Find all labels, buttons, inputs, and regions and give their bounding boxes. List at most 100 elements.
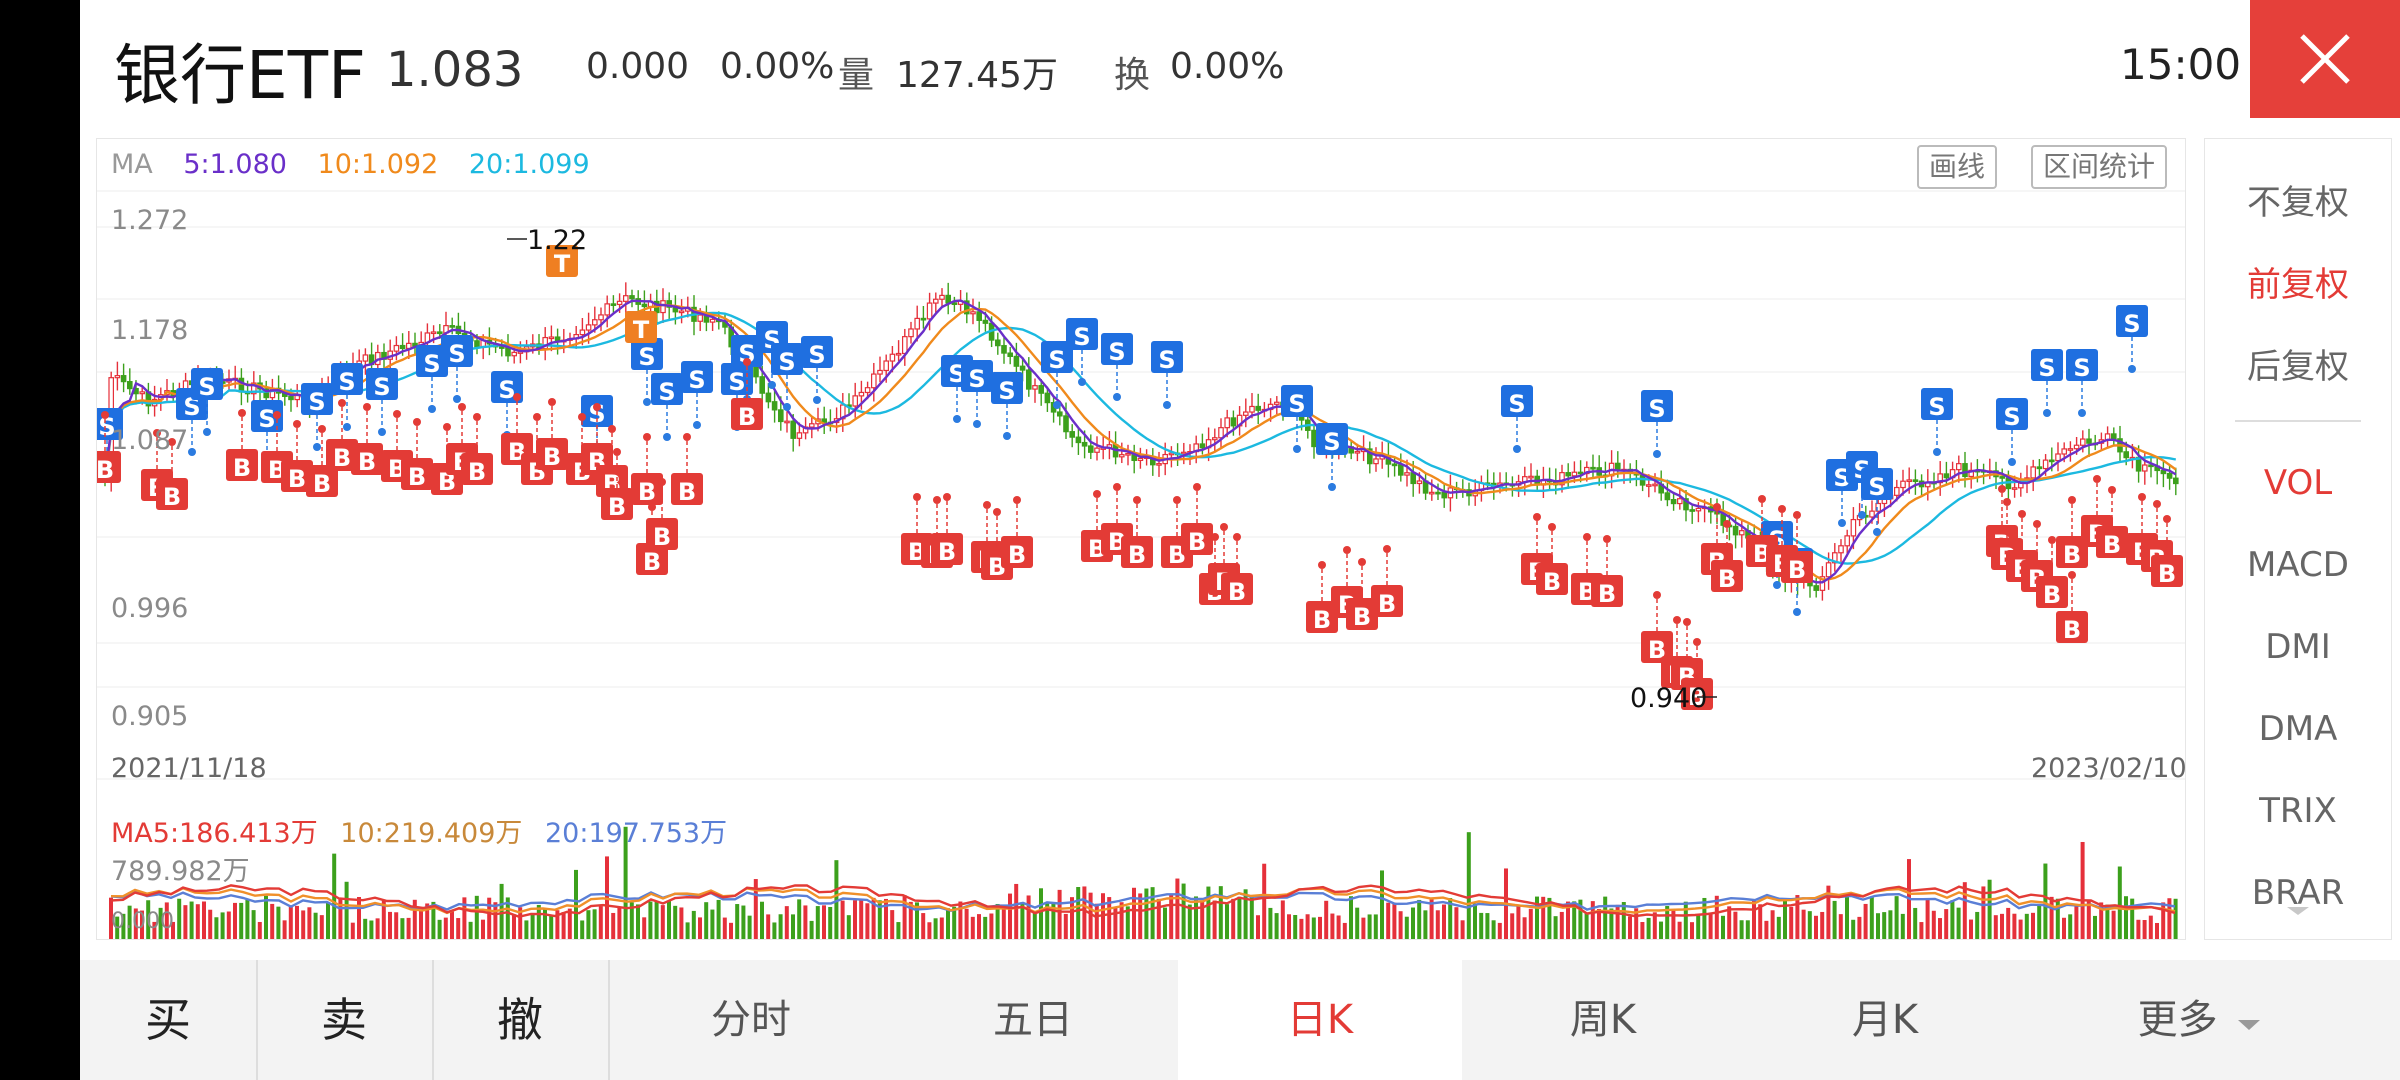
volume-bar (1497, 922, 1502, 939)
candle-body (1875, 502, 1882, 512)
y-axis-label: 1.272 (111, 205, 189, 236)
tab-more[interactable]: 更多 (2110, 960, 2290, 1080)
volume-bar (307, 907, 312, 939)
tab-five-day[interactable]: 五日 (993, 997, 1073, 1043)
volume-bar (735, 904, 740, 939)
sell-signal-badge-letter: S (1928, 393, 1945, 421)
adjust-none[interactable]: 不复权 (2247, 183, 2349, 223)
candle-body (2148, 464, 2154, 468)
buy-button[interactable]: 买 (80, 960, 258, 1080)
volume-bar (667, 901, 671, 939)
volume-bar (146, 900, 151, 939)
volume-bar (1535, 896, 1539, 939)
candle-body (982, 319, 989, 324)
volume-bar (2012, 913, 2017, 939)
volume-bar (425, 903, 430, 939)
close-button[interactable] (2250, 0, 2400, 118)
y-axis-label: 0.905 (111, 701, 189, 732)
indicator-macd[interactable]: MACD (2247, 545, 2349, 585)
kline-chart[interactable]: SSSSSSSSSSSSSSSSSSSSSSSSSSSSSSSSSSSSSSSS… (97, 139, 2185, 939)
adjust-forward[interactable]: 前复权 (2247, 265, 2349, 305)
candle-body (1559, 472, 1565, 486)
volume-bar (264, 895, 268, 939)
buy-signal-dot (293, 420, 301, 428)
volume-bar (1274, 913, 1279, 939)
volume-bar (1783, 900, 1787, 939)
candle-body (1075, 436, 1082, 444)
draw-line-button[interactable]: 画线 (1917, 145, 1998, 189)
volume-bar (1572, 901, 1577, 939)
volume-bar (419, 908, 423, 939)
volume-bar (1094, 903, 1099, 939)
tab-intraday[interactable]: 分时 (711, 997, 791, 1043)
volume-bar (1429, 898, 1434, 939)
buy-signal-dot (1683, 618, 1691, 626)
volume-bar (1442, 904, 1446, 939)
volume-bar (1541, 896, 1546, 939)
indicator-trix[interactable]: TRIX (2259, 791, 2337, 831)
chevron-down-icon[interactable] (2283, 903, 2313, 919)
indicator-dma[interactable]: DMA (2258, 709, 2338, 749)
volume-bar (1380, 870, 1384, 939)
volume-bar (840, 900, 845, 939)
volume-bar (1938, 918, 1942, 939)
volume-bar (2111, 910, 2116, 939)
volume-bar (233, 902, 237, 939)
volume-bar (1187, 904, 1192, 939)
candle-body (864, 387, 871, 394)
volume-bar (1367, 914, 1372, 939)
candle-body (796, 432, 803, 439)
candle-body (1137, 457, 1144, 462)
volume-bar (1516, 905, 1521, 939)
tab-monthly-k[interactable]: 月K (1851, 997, 1919, 1043)
adjust-backward[interactable]: 后复权 (2247, 347, 2349, 387)
buy-signal-badge-letter: B (2158, 560, 2176, 588)
volume-bar (1231, 898, 1236, 939)
volume-bar (1925, 898, 1930, 939)
volume-bar (927, 922, 932, 939)
kline-chart-panel[interactable]: SSSSSSSSSSSSSSSSSSSSSSSSSSSSSSSSSSSSSSSS… (96, 138, 2187, 940)
indicator-vol[interactable]: VOL (2263, 463, 2333, 503)
volume-bar (1039, 888, 1043, 939)
cancel-order-button[interactable]: 撤 (432, 960, 610, 1080)
indicator-dmi[interactable]: DMI (2265, 627, 2331, 667)
volume-bar (1826, 885, 1831, 939)
sell-signal-dot (453, 395, 461, 403)
buy-signal-badge (2036, 576, 2068, 608)
range-stats-button[interactable]: 区间统计 (2031, 145, 2168, 189)
sell-signal-badge-letter: S (498, 376, 515, 404)
sell-signal-badge (1501, 385, 1533, 417)
tab-more-label: 更多 (2137, 997, 2218, 1043)
indicator-brar[interactable]: BRAR (2251, 873, 2345, 913)
volume-bar (518, 907, 523, 939)
candle-body (1590, 466, 1596, 470)
sell-button[interactable]: 卖 (256, 960, 434, 1080)
volume-bar (1758, 904, 1763, 939)
low-marker-label: 0.940 (1630, 683, 1707, 714)
volume-bar (1448, 898, 1453, 939)
buy-signal-dot (1693, 638, 1701, 646)
candle-body (870, 373, 877, 389)
volume-bar (1566, 901, 1570, 939)
volume-bar (456, 918, 461, 939)
candle-body (1652, 483, 1658, 487)
volume-bar (1460, 920, 1465, 939)
volume-bar (1256, 915, 1260, 939)
volume-bar (1249, 896, 1254, 939)
security-title: 银行ETF (114, 37, 366, 114)
volume-bar (171, 921, 175, 939)
volume-bar (636, 904, 640, 939)
volume-bar (357, 896, 361, 939)
buy-signal-badge (306, 465, 338, 497)
volume-bar (555, 910, 560, 939)
volume-bar (803, 905, 808, 939)
candle-body (1825, 562, 1832, 578)
candle-body (970, 311, 976, 315)
volume-bar (902, 895, 907, 939)
candle-body (808, 423, 815, 428)
buy-signal-badge (461, 453, 493, 485)
tab-daily-k[interactable]: 日K (1178, 960, 1462, 1080)
buy-signal-dot (2153, 500, 2161, 508)
tab-weekly-k[interactable]: 周K (1569, 997, 1637, 1043)
candle-body (1025, 369, 1032, 390)
